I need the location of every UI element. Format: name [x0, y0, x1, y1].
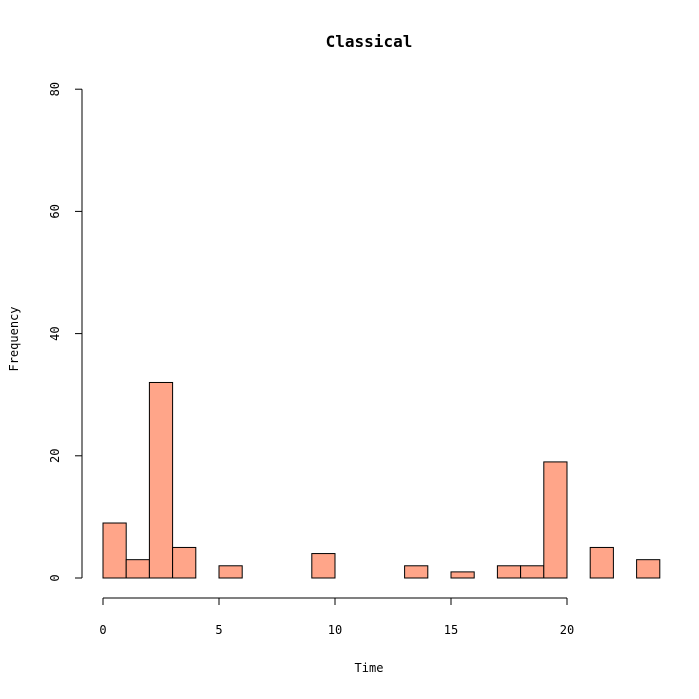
y-tick-label: 0 [48, 574, 62, 581]
y-axis-label: Frequency [7, 306, 21, 371]
histogram-bar [102, 522, 127, 579]
x-tick-label: 5 [215, 623, 222, 637]
histogram-bar [543, 461, 568, 579]
histogram-bar [148, 381, 174, 579]
x-tick-label: 15 [444, 623, 458, 637]
x-tick-label: 20 [560, 623, 574, 637]
x-axis: 0 5 10 15 20 [99, 597, 574, 637]
y-axis: 0 20 40 60 80 [48, 82, 83, 582]
histogram-bar [496, 565, 522, 579]
y-tick-label: 60 [48, 204, 62, 218]
x-tick-label: 10 [328, 623, 342, 637]
histogram-bar [450, 571, 475, 579]
histogram-bar [404, 565, 429, 579]
y-tick-label: 40 [48, 326, 62, 340]
histogram-bar [218, 565, 243, 579]
x-axis-label: Time [355, 661, 384, 675]
histogram-bar [636, 559, 661, 579]
histogram-bar [172, 546, 197, 579]
histogram-bar [125, 559, 150, 579]
y-tick-label: 80 [48, 82, 62, 96]
chart-title: Classical [326, 32, 413, 51]
x-tick-label: 0 [99, 623, 106, 637]
histogram-bar [589, 546, 614, 579]
histogram-bar [311, 553, 336, 579]
y-tick-label: 20 [48, 449, 62, 463]
histogram-bar [520, 565, 545, 579]
histogram-bars [102, 381, 661, 579]
